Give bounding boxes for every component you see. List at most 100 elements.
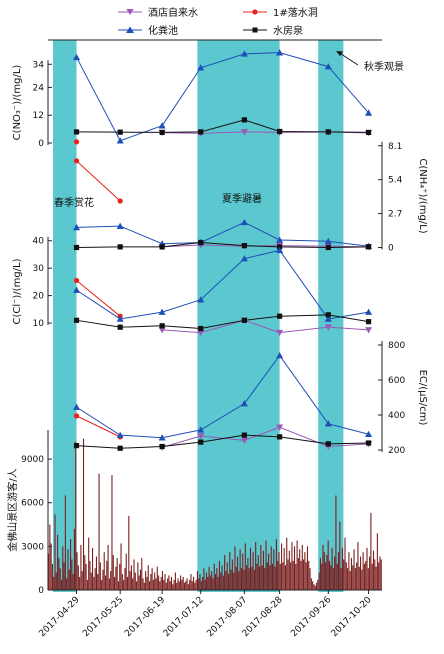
visitor-bar-40 bbox=[99, 562, 101, 590]
visitor-bar-179 bbox=[279, 563, 281, 590]
visitor-bar-74 bbox=[143, 582, 145, 590]
visitor-bar-65 bbox=[132, 578, 134, 590]
cl-line-0 bbox=[162, 319, 369, 334]
visitor-bar-198 bbox=[304, 552, 306, 590]
visitor-bar-156 bbox=[249, 547, 252, 590]
visitor-bar-250 bbox=[371, 563, 373, 590]
ec-point-0-3 bbox=[276, 424, 284, 431]
visitor-bar-17 bbox=[70, 539, 72, 590]
visitor-bar-107 bbox=[186, 578, 188, 590]
visitor-bar-149 bbox=[240, 568, 242, 590]
cl-point-3-6 bbox=[325, 312, 331, 318]
visitor-bar-227 bbox=[341, 547, 343, 590]
visitor-bar-159 bbox=[253, 569, 255, 590]
visitor-bar-27 bbox=[82, 438, 85, 590]
legend-marker-sinkhole bbox=[252, 9, 258, 15]
visitor-bar-155 bbox=[248, 568, 250, 590]
visitor-bar-0 bbox=[48, 553, 50, 590]
no3-point-2-5 bbox=[276, 49, 284, 56]
visitor-bar-225 bbox=[339, 521, 341, 590]
nh4-y-tick-label-1: 2.7 bbox=[388, 210, 402, 220]
visitor-bar-45 bbox=[106, 560, 108, 590]
visitor-bar-22 bbox=[76, 552, 78, 590]
visitor-bar-86 bbox=[159, 581, 161, 590]
ec-point-3-3 bbox=[198, 439, 204, 445]
visitor-bar-58 bbox=[123, 579, 125, 590]
cl-y-tick-label-0: 10 bbox=[33, 319, 45, 329]
legend-marker-septic-tank bbox=[126, 26, 134, 33]
visitor-bar-41 bbox=[101, 579, 103, 590]
visitor-bar-180 bbox=[281, 543, 283, 590]
visitor-bar-64 bbox=[130, 565, 132, 590]
visitor-bar-211 bbox=[321, 563, 323, 590]
visitor-bar-60 bbox=[125, 553, 127, 590]
ec-point-2-7 bbox=[365, 430, 373, 438]
visitor-bar-101 bbox=[178, 581, 180, 590]
visitor-bar-212 bbox=[322, 544, 324, 590]
visitors-y-tick-label-2: 6000 bbox=[21, 499, 44, 509]
visitor-bar-132 bbox=[218, 560, 220, 590]
ec-line-1 bbox=[76, 415, 121, 438]
nh4-point-2-6 bbox=[324, 237, 332, 245]
visitor-bar-106 bbox=[185, 581, 187, 590]
visitor-bar-8 bbox=[58, 558, 60, 590]
ec-point-2-3 bbox=[197, 426, 205, 433]
x-tick-label-7: 2017-10-20 bbox=[330, 595, 374, 639]
legend: 酒店自来水 1#落水洞 化粪池 水房泉 bbox=[118, 6, 318, 37]
visitor-bar-197 bbox=[303, 559, 305, 590]
ec-y-tick-label-2: 600 bbox=[388, 376, 405, 386]
annotation-summer: 夏季避暑 bbox=[222, 192, 262, 205]
visitor-bar-63 bbox=[129, 571, 131, 590]
visitor-bar-118 bbox=[200, 581, 202, 590]
visitor-bar-196 bbox=[301, 544, 303, 590]
axes-layer: 0 12 24 34 C(NO₃⁻)/(mg/L) 0 2.7 5.4 8.1 C(NH₄⁺)/(… bbox=[6, 60, 428, 596]
visitor-bar-44 bbox=[104, 575, 107, 590]
visitor-bar-228 bbox=[343, 559, 345, 590]
visitor-bar-84 bbox=[156, 566, 158, 590]
visitor-bar-154 bbox=[247, 558, 249, 590]
visitor-bar-49 bbox=[111, 475, 113, 590]
visitor-bar-85 bbox=[158, 575, 160, 590]
visitor-bar-24 bbox=[79, 576, 81, 590]
legend-label-tap-water: 酒店自来水 bbox=[148, 6, 198, 19]
visitor-bar-199 bbox=[305, 562, 307, 590]
visitor-bar-39 bbox=[98, 473, 100, 590]
nh4-point-3-7 bbox=[365, 244, 372, 250]
visitor-bar-90 bbox=[164, 574, 166, 590]
visitor-bar-217 bbox=[328, 560, 331, 590]
visitor-bar-152 bbox=[244, 543, 246, 590]
visitor-bar-170 bbox=[268, 553, 270, 590]
visitor-bar-67 bbox=[134, 572, 136, 590]
cl-point-0-5 bbox=[365, 327, 373, 334]
visitor-bar-88 bbox=[161, 571, 164, 590]
annotation-autumn-arrowhead bbox=[336, 51, 343, 56]
cl-point-2-6 bbox=[324, 315, 332, 322]
x-tick-label-0: 2017-04-29 bbox=[38, 595, 82, 639]
visitor-bar-158 bbox=[252, 552, 254, 590]
visitor-bar-5 bbox=[54, 514, 56, 590]
visitor-bar-16 bbox=[68, 569, 70, 590]
legend-marker-spring bbox=[252, 27, 258, 33]
visitor-bars bbox=[48, 438, 382, 590]
no3-point-2-1 bbox=[116, 137, 124, 144]
visitor-bar-205 bbox=[313, 584, 315, 590]
visitor-bar-6 bbox=[55, 572, 57, 590]
ec-point-0-1 bbox=[197, 433, 205, 440]
visitor-bar-11 bbox=[62, 546, 64, 590]
visitor-bar-87 bbox=[160, 576, 162, 590]
nh4-line-3 bbox=[76, 241, 369, 248]
visitor-bar-219 bbox=[331, 547, 333, 590]
visitor-bar-95 bbox=[170, 576, 173, 590]
visitor-bar-243 bbox=[362, 552, 364, 590]
no3-point-0-2 bbox=[240, 129, 248, 136]
visitor-bar-71 bbox=[139, 569, 142, 590]
visitor-bar-190 bbox=[293, 546, 296, 590]
no3-line-2 bbox=[76, 52, 369, 142]
no3-point-3-4 bbox=[241, 117, 247, 123]
visitor-bar-13 bbox=[64, 495, 66, 590]
visitor-bar-91 bbox=[165, 582, 167, 590]
visitor-bar-223 bbox=[336, 563, 338, 590]
ec-point-3-7 bbox=[365, 440, 372, 446]
visitor-bar-108 bbox=[187, 584, 189, 590]
visitor-bar-81 bbox=[152, 579, 154, 590]
